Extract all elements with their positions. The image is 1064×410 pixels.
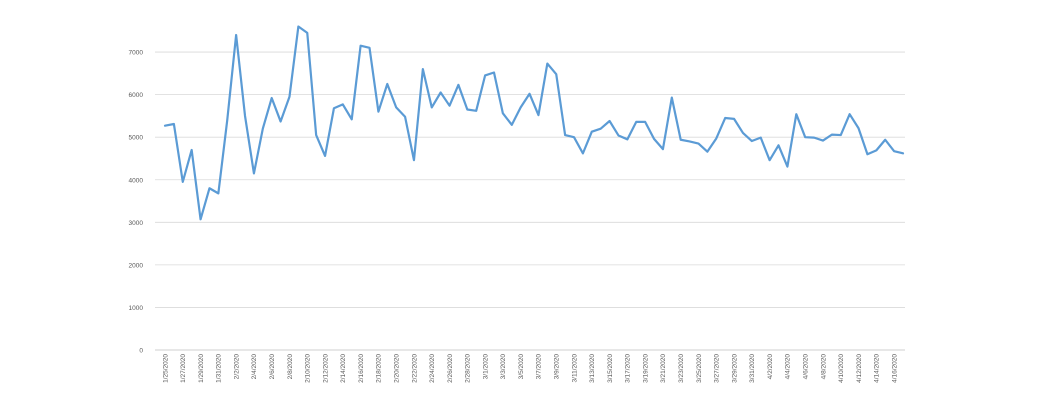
x-tick-label: 2/20/2020 xyxy=(393,354,400,383)
x-tick-label: 4/4/2020 xyxy=(785,354,792,380)
x-tick-label: 4/6/2020 xyxy=(802,354,809,380)
x-tick-label: 2/10/2020 xyxy=(305,354,312,383)
x-tick-label: 3/31/2020 xyxy=(749,354,756,383)
x-tick-label: 3/19/2020 xyxy=(642,354,649,383)
x-tick-label: 1/27/2020 xyxy=(180,354,187,383)
x-tick-label: 2/26/2020 xyxy=(447,354,454,383)
x-tick-label: 3/11/2020 xyxy=(571,354,578,383)
x-tick-label: 2/2/2020 xyxy=(233,354,240,380)
y-tick-label: 0 xyxy=(139,348,143,355)
x-tick-label: 4/2/2020 xyxy=(767,354,774,380)
x-tick-label: 2/22/2020 xyxy=(411,354,418,383)
x-tick-label: 3/27/2020 xyxy=(714,354,721,383)
x-tick-label: 1/31/2020 xyxy=(216,354,223,383)
x-tick-label: 4/12/2020 xyxy=(856,354,863,383)
x-tick-label: 4/8/2020 xyxy=(820,354,827,380)
x-tick-label: 2/12/2020 xyxy=(322,354,329,383)
x-tick-label: 3/29/2020 xyxy=(731,354,738,383)
x-tick-label: 2/6/2020 xyxy=(269,354,276,380)
x-tick-label: 1/25/2020 xyxy=(162,354,169,383)
x-tick-label: 2/14/2020 xyxy=(340,354,347,383)
y-tick-label: 4000 xyxy=(129,177,144,184)
x-tick-label: 3/17/2020 xyxy=(625,354,632,383)
y-tick-label: 7000 xyxy=(129,50,144,57)
y-tick-label: 6000 xyxy=(129,92,144,99)
x-tick-label: 2/16/2020 xyxy=(358,354,365,383)
x-tick-label: 3/23/2020 xyxy=(678,354,685,383)
y-tick-label: 5000 xyxy=(129,135,144,142)
x-tick-label: 3/25/2020 xyxy=(696,354,703,383)
y-tick-label: 3000 xyxy=(129,220,144,227)
x-tick-label: 3/21/2020 xyxy=(660,354,667,383)
y-tick-label: 2000 xyxy=(129,262,144,269)
data-line xyxy=(163,25,905,221)
x-tick-label: 3/5/2020 xyxy=(518,354,525,380)
x-tick-label: 2/24/2020 xyxy=(429,354,436,383)
x-tick-label: 1/29/2020 xyxy=(198,354,205,383)
y-tick-label: 1000 xyxy=(129,305,144,312)
x-tick-label: 4/10/2020 xyxy=(838,354,845,383)
x-tick-label: 3/3/2020 xyxy=(500,354,507,380)
x-tick-label: 4/16/2020 xyxy=(891,354,898,383)
x-tick-label: 3/15/2020 xyxy=(607,354,614,383)
x-tick-label: 2/28/2020 xyxy=(465,354,472,383)
x-tick-label: 2/4/2020 xyxy=(251,354,258,380)
x-tick-label: 3/13/2020 xyxy=(589,354,596,383)
x-tick-label: 3/7/2020 xyxy=(536,354,543,380)
x-tick-label: 3/9/2020 xyxy=(554,354,561,380)
x-tick-label: 4/14/2020 xyxy=(874,354,881,383)
x-tick-label: 2/18/2020 xyxy=(376,354,383,383)
x-tick-label: 2/8/2020 xyxy=(287,354,294,380)
x-tick-label: 3/1/2020 xyxy=(482,354,489,380)
